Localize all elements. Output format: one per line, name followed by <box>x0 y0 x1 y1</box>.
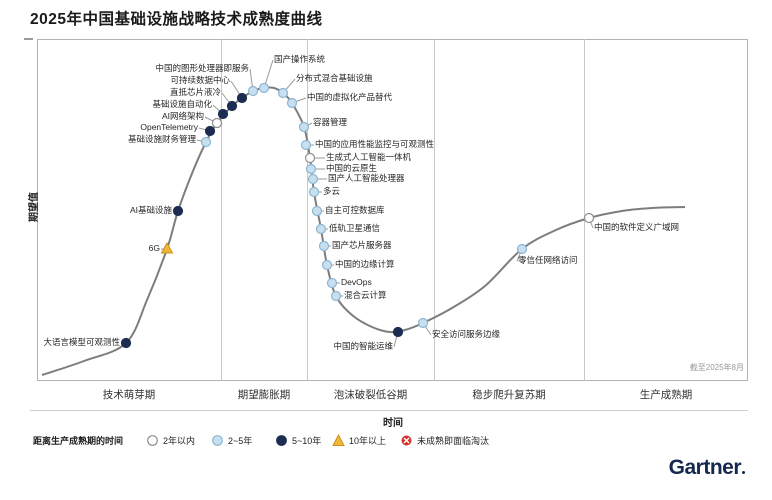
tech-label: 国产人工智能处理器 <box>328 173 405 183</box>
tech-label: 安全访问服务边缘 <box>432 329 501 339</box>
tech-label: 国产芯片服务器 <box>332 240 392 250</box>
legend-marker-y2to5-icon <box>212 434 223 446</box>
tech-label: OpenTelemetry <box>140 122 198 132</box>
tech-label: AI基础设施 <box>129 205 172 215</box>
legend-circle <box>212 434 223 446</box>
phase-label: 期望膨胀期 <box>237 388 291 401</box>
legend-item-y5to10: 5~10年 <box>275 432 321 448</box>
tech-label: AI网络架构 <box>161 111 204 121</box>
tech-label: 多云 <box>323 186 341 196</box>
tech-label: 基础设施财务管理 <box>127 134 196 144</box>
tech-label: 国产操作系统 <box>274 54 326 64</box>
tech-label: 零信任网络访问 <box>518 255 578 265</box>
legend-circle <box>147 434 158 446</box>
legend-marker-within2-icon <box>147 434 158 446</box>
legend-item-obsolete: 未成熟即面临淘汰 <box>400 432 489 448</box>
legend-item-y2to5: 2~5年 <box>211 432 252 448</box>
legend-item-y10plus: 10年以上 <box>332 432 386 448</box>
tech-label: 中国的智能运维 <box>333 341 393 351</box>
tech-label: 生成式人工智能一体机 <box>326 152 412 162</box>
tech-label: 中国的图形处理器即服务 <box>155 63 249 73</box>
as-of-note: 截至2025年8月 <box>689 363 744 372</box>
tech-label: 低轨卫星通信 <box>329 223 381 233</box>
legend-label: 未成熟即面临淘汰 <box>417 435 490 446</box>
phase-label: 技术萌芽期 <box>102 388 156 401</box>
legend-marker-y10plus-icon <box>332 433 345 446</box>
legend-marker-y5to10-icon <box>276 434 287 446</box>
phase-label: 泡沫破裂低谷期 <box>333 388 408 401</box>
legend: 距离生产成熟期的时间 2年以内 2~5年 5~10年 10年以上 未成熟即面临淘汰 <box>33 432 743 448</box>
tech-label: 中国的边缘计算 <box>335 259 395 269</box>
legend-label: 2~5年 <box>228 435 253 446</box>
tech-label: 直抵芯片液冷 <box>169 87 221 97</box>
tech-label: 分布式混合基础设施 <box>296 73 373 83</box>
phase-divider <box>307 39 308 381</box>
gartner-logo-dot <box>742 471 745 474</box>
legend-label: 10年以上 <box>349 435 387 446</box>
legend-triangle <box>332 433 345 446</box>
tech-label: 大语言模型可观测性 <box>43 337 120 347</box>
bottom-rule <box>30 410 748 411</box>
tech-label: 自主可控数据库 <box>325 205 385 215</box>
tech-label: 容器管理 <box>313 117 348 127</box>
legend-x <box>403 437 410 443</box>
legend-title: 距离生产成熟期的时间 <box>33 436 124 446</box>
gartner-logo: Gartner <box>669 456 745 480</box>
tech-label: DevOps <box>341 277 372 287</box>
y-axis-tick <box>24 38 33 40</box>
legend-label: 2年以内 <box>163 435 196 446</box>
page-title: 2025年中国基础设施战略技术成熟度曲线 <box>30 11 323 28</box>
phase-label: 稳步爬升复苏期 <box>472 388 546 401</box>
phase-divider <box>584 39 585 381</box>
tech-label: 混合云计算 <box>344 290 387 300</box>
tech-label: 中国的虚拟化产品替代 <box>307 92 393 102</box>
phase-divider <box>221 39 222 381</box>
x-axis-label: 时间 <box>383 418 403 429</box>
tech-label: 基础设施自动化 <box>152 99 212 109</box>
legend-label: 5~10年 <box>292 435 322 446</box>
gartner-logo-text: Gartner <box>668 456 742 479</box>
legend-item-within2: 2年以内 <box>146 432 195 448</box>
phase-label: 生产成熟期 <box>639 388 693 401</box>
tech-label: 中国的应用性能监控与可观测性 <box>315 139 435 149</box>
tech-label: 可持续数据中心 <box>170 75 230 85</box>
tech-label: 6G <box>148 243 160 253</box>
tech-label: 中国的软件定义广域网 <box>594 222 680 232</box>
tech-label: 中国的云原生 <box>326 163 378 173</box>
y-axis-label: 期望值 <box>29 192 40 222</box>
legend-marker-obsolete-icon <box>401 435 412 445</box>
legend-circle <box>276 434 287 446</box>
